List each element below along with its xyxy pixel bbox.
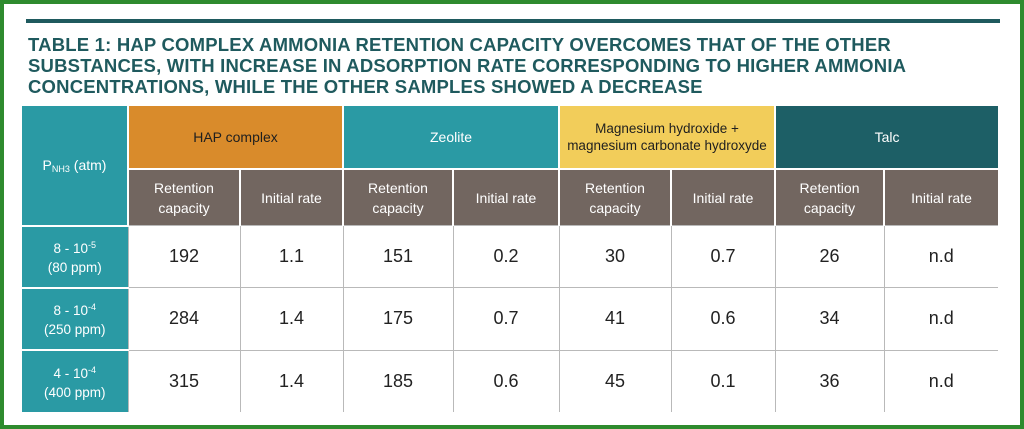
table-cell: 1.4 [239,287,343,351]
pressure-subscript: NH3 [51,163,70,174]
data-table: PNH3 (atm) HAP complex Zeolite Magnesium… [22,106,999,412]
table-row: 8 - 10-4 (250 ppm) 284 1.4 175 0.7 41 0.6 34 n.d [22,286,999,351]
table-cell: n.d [883,224,999,288]
table-cell: 175 [342,287,453,351]
subheader-initial-rate: Initial rate [669,168,776,226]
table-cell: 151 [342,224,453,288]
subheader-retention: Retention capacity [774,168,885,226]
table-cell: 192 [127,224,240,288]
table-cell: 315 [127,349,240,412]
row-label-pressure: 8 - 10-4 [26,298,124,320]
row-label-pressure: 8 - 10-5 [26,236,124,258]
table-cell: 26 [774,224,885,288]
pressure-unit: (atm) [73,156,107,173]
table-title: TABLE 1: HAP COMPLEX AMMONIA RETENTION C… [28,34,906,97]
table-cell: 30 [558,224,671,288]
title-rule [26,19,1000,23]
table-cell: 284 [127,287,240,351]
subheader-row: Retention capacity Initial rate Retentio… [22,168,999,226]
table-cell: 0.6 [452,349,559,412]
row-label-base: 8 - 10 [53,241,88,257]
row-label-exponent: -5 [88,240,97,251]
row-label: 8 - 10-5 (80 ppm) [22,224,128,288]
table-cell: 0.1 [670,349,776,412]
table-cell: 41 [558,287,671,351]
pressure-symbol: P [42,156,52,173]
subheader-retention: Retention capacity [342,168,453,226]
row-label-base: 8 - 10 [53,303,88,319]
table-cell: 0.7 [452,287,559,351]
table-cell: 0.6 [670,287,776,351]
table-cell: 36 [774,349,885,412]
table-cell: 0.7 [670,224,776,288]
row-label-base: 4 - 10 [53,366,88,382]
table-cell: n.d [883,349,999,412]
table-cell: 185 [342,349,453,412]
row-label-exponent: -4 [88,365,97,376]
row-label-ppm: (250 ppm) [43,322,106,338]
row-label: 8 - 10-4 (250 ppm) [22,286,128,351]
subheader-retention: Retention capacity [558,168,671,226]
subheader-initial-rate: Initial rate [452,168,559,226]
table-cell: n.d [883,287,999,351]
table-cell: 34 [774,287,885,351]
group-header-hap: HAP complex [127,106,343,169]
row-label-pressure: 4 - 10-4 [26,361,124,383]
row-label-ppm: (80 ppm) [47,260,102,276]
pressure-header: PNH3 (atm) [22,106,128,226]
row-label: 4 - 10-4 (400 ppm) [22,349,128,412]
group-header-row: PNH3 (atm) HAP complex Zeolite Magnesium… [22,106,999,226]
row-label-exponent: -4 [88,302,97,313]
group-header-magnesium: Magnesium hydroxide + magnesium carbonat… [557,106,776,169]
subheader-retention: Retention capacity [127,168,240,226]
subheader-initial-rate: Initial rate [239,168,343,226]
group-header-zeolite: Zeolite [342,106,559,169]
table-row: 8 - 10-5 (80 ppm) 192 1.1 151 0.2 30 0.7 26 n.d [22,224,999,288]
row-label-ppm: (400 ppm) [43,385,106,401]
table-row: 4 - 10-4 (400 ppm) 315 1.4 185 0.6 45 0.1 36 n.d [22,349,999,412]
subheader-initial-rate: Initial rate [883,168,999,226]
table-cell: 0.2 [452,224,559,288]
table-cell: 1.1 [239,224,343,288]
group-header-talc: Talc [774,106,999,169]
table-cell: 1.4 [239,349,343,412]
table-cell: 45 [558,349,671,412]
